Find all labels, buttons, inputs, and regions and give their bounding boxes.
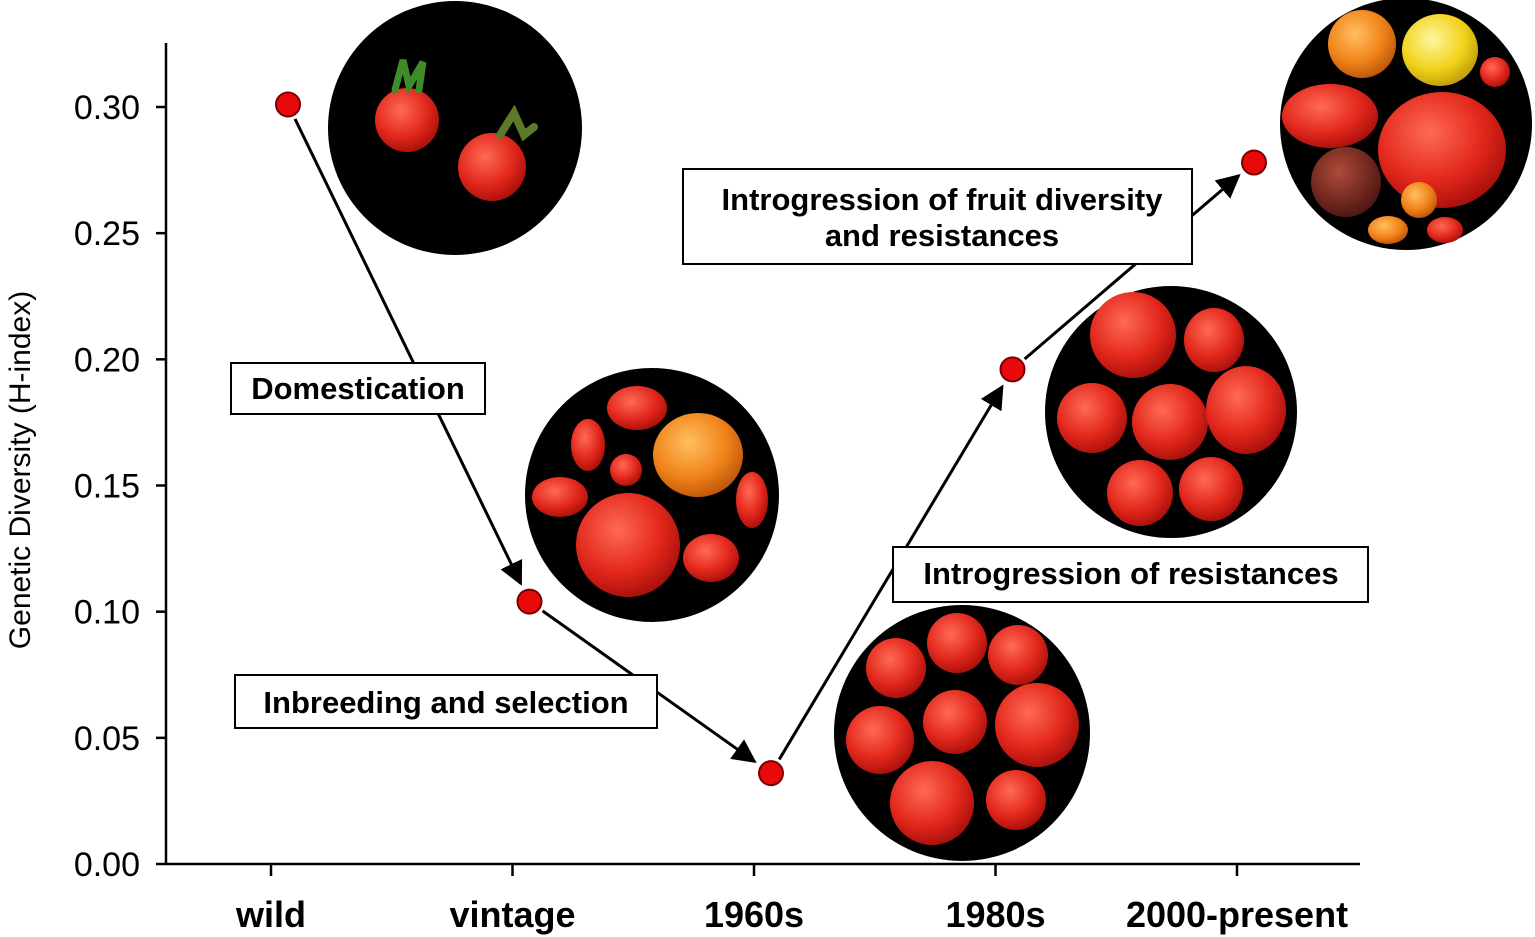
photo-vintage-tomatoes xyxy=(525,368,779,622)
annotation-introgression-resistances: Introgression of resistances xyxy=(892,546,1369,603)
y-tick-label: 0.00 xyxy=(74,846,140,884)
photo-modern-tomatoes xyxy=(1280,0,1532,250)
axes: 0.00 0.05 0.10 0.15 0.20 0.25 0.30 wild vintage… xyxy=(74,43,1360,935)
annotation-domestication: Domestication xyxy=(230,362,486,415)
x-tick-label: wild xyxy=(235,894,306,935)
trend-arrow xyxy=(293,118,523,586)
y-tick-label: 0.10 xyxy=(74,594,140,632)
data-point xyxy=(516,588,543,615)
data-point xyxy=(1241,149,1267,176)
y-tick-label: 0.30 xyxy=(74,89,140,127)
x-tick-label: 1960s xyxy=(704,894,804,935)
photo-wild-tomatoes xyxy=(328,1,582,255)
data-point xyxy=(758,760,784,787)
annotation-introgression-fruit-diversity: Introgression of fruit diversity and res… xyxy=(682,168,1193,265)
x-tick-label: 2000-present xyxy=(1126,894,1348,935)
x-tick-label: 1980s xyxy=(945,894,1045,935)
trend-arrow xyxy=(1023,173,1241,361)
annotation-text: Introgression of fruit diversity xyxy=(722,182,1164,217)
y-tick-label: 0.20 xyxy=(74,341,140,379)
trend-arrow xyxy=(777,384,1004,761)
y-tick-label: 0.05 xyxy=(74,720,140,758)
annotation-text: Inbreeding and selection xyxy=(263,685,628,720)
annotation-text: and resistances xyxy=(825,218,1059,253)
annotation-inbreeding: Inbreeding and selection xyxy=(234,674,658,729)
x-tick-label: vintage xyxy=(449,894,575,935)
data-point xyxy=(275,91,301,118)
y-tick-label: 0.25 xyxy=(74,215,140,253)
annotation-text: Domestication xyxy=(251,371,465,406)
photo-1960s-tomatoes xyxy=(834,605,1090,861)
photo-1980s-tomatoes xyxy=(1045,286,1297,538)
data-point xyxy=(999,356,1026,383)
annotation-text: Introgression of resistances xyxy=(923,556,1338,591)
data-points xyxy=(275,91,1267,787)
y-tick-label: 0.15 xyxy=(74,468,140,506)
y-axis-label: Genetic Diversity (H-index) xyxy=(4,291,37,649)
